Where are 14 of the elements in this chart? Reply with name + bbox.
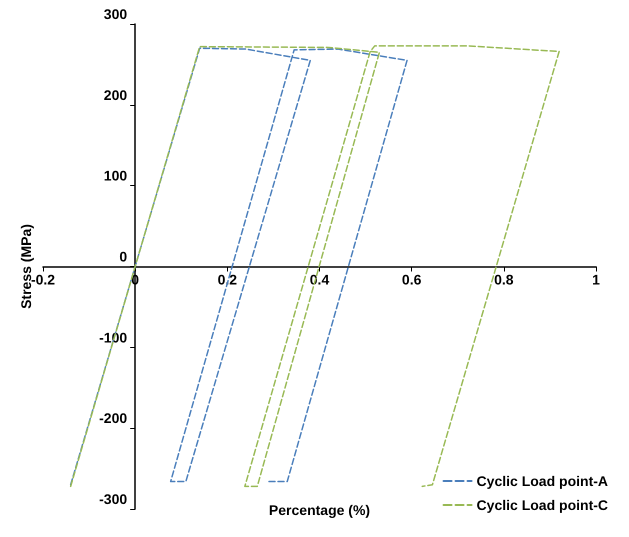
x-tick-label: 0.6 <box>402 272 422 288</box>
legend-label: Cyclic Load point-A <box>476 473 608 489</box>
y-tick-label: 100 <box>104 168 128 184</box>
y-tick-label: 300 <box>104 6 128 22</box>
y-tick-label: 200 <box>104 86 128 103</box>
x-tick-label: -0.2 <box>30 272 56 288</box>
x-tick-label: 1 <box>592 272 600 288</box>
y-tick-label: -300 <box>99 491 128 507</box>
x-tick-label: 0.8 <box>494 272 514 288</box>
y-tick-label: -200 <box>99 410 128 426</box>
legend-label: Cyclic Load point-C <box>476 497 608 513</box>
y-tick-label: 0 <box>119 248 128 264</box>
x-axis-title: Percentage (%) <box>268 502 370 518</box>
x-tick-label: 0.2 <box>218 272 238 288</box>
